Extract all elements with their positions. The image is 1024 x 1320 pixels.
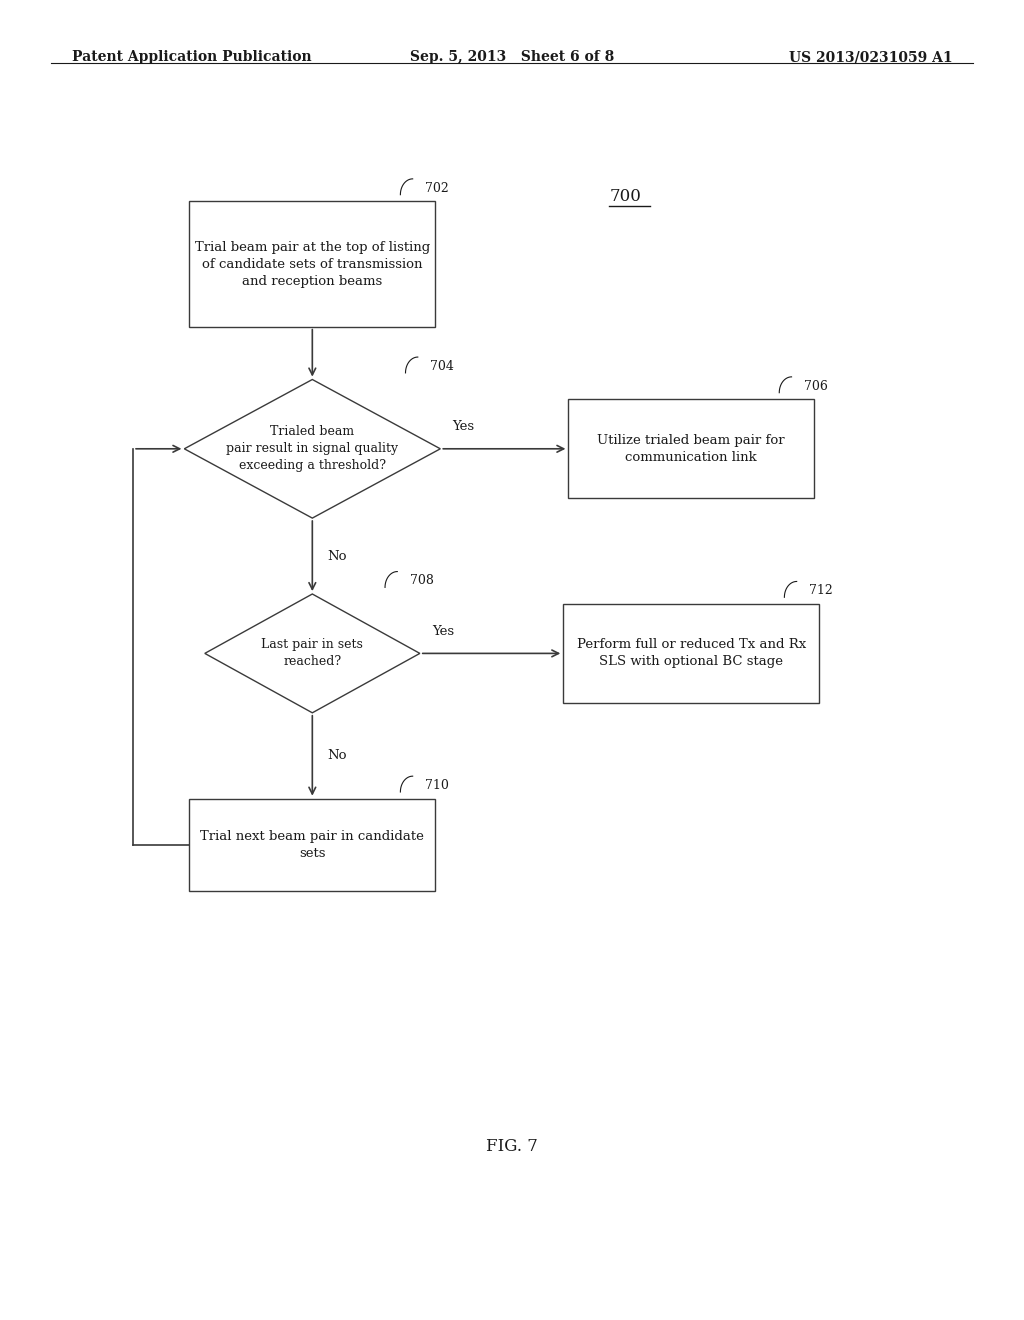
Text: 712: 712 [809, 585, 833, 597]
Text: Trial next beam pair in candidate
sets: Trial next beam pair in candidate sets [201, 830, 424, 859]
Text: Trialed beam
pair result in signal quality
exceeding a threshold?: Trialed beam pair result in signal quali… [226, 425, 398, 473]
Text: 700: 700 [609, 187, 641, 205]
Text: Yes: Yes [453, 420, 475, 433]
FancyBboxPatch shape [568, 399, 814, 498]
Text: Patent Application Publication: Patent Application Publication [72, 50, 311, 65]
Text: 710: 710 [425, 779, 449, 792]
Text: 706: 706 [804, 380, 827, 393]
Text: FIG. 7: FIG. 7 [486, 1138, 538, 1155]
Polygon shape [205, 594, 420, 713]
Text: No: No [328, 549, 347, 562]
Text: Utilize trialed beam pair for
communication link: Utilize trialed beam pair for communicat… [597, 434, 785, 463]
Text: Sep. 5, 2013   Sheet 6 of 8: Sep. 5, 2013 Sheet 6 of 8 [410, 50, 614, 65]
Text: Perform full or reduced Tx and Rx
SLS with optional BC stage: Perform full or reduced Tx and Rx SLS wi… [577, 639, 806, 668]
Text: Last pair in sets
reached?: Last pair in sets reached? [261, 639, 364, 668]
Text: 702: 702 [425, 182, 449, 195]
Polygon shape [184, 380, 440, 517]
Text: 708: 708 [410, 574, 433, 587]
FancyBboxPatch shape [563, 605, 819, 702]
FancyBboxPatch shape [189, 799, 435, 891]
Text: US 2013/0231059 A1: US 2013/0231059 A1 [788, 50, 952, 65]
Text: Trial beam pair at the top of listing
of candidate sets of transmission
and rece: Trial beam pair at the top of listing of… [195, 240, 430, 288]
FancyBboxPatch shape [189, 201, 435, 326]
Text: Yes: Yes [432, 624, 455, 638]
Text: 704: 704 [430, 360, 454, 372]
Text: No: No [328, 750, 347, 762]
